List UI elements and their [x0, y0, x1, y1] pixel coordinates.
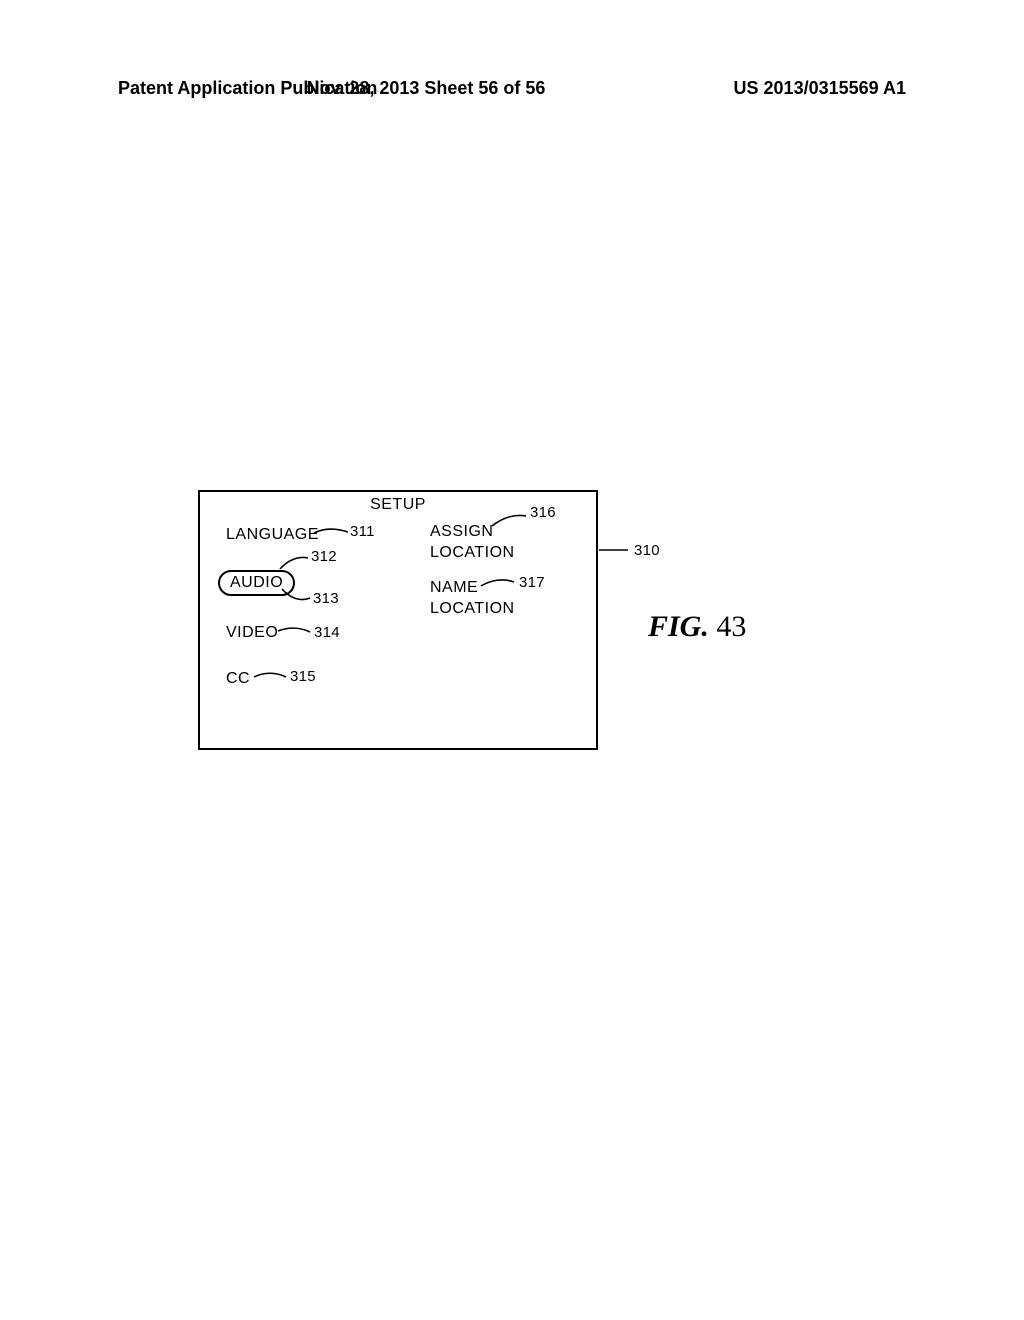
- ref-317: 317: [519, 574, 545, 591]
- ref-311: 311: [350, 523, 375, 540]
- ref-310: 310: [634, 542, 660, 559]
- figure-label-text: FIG.: [648, 610, 709, 643]
- ref-312: 312: [311, 548, 337, 565]
- lead-lines: [198, 490, 718, 780]
- page-header: Patent Application Publication Nov. 28, …: [118, 78, 906, 99]
- date-sheet: Nov. 28, 2013 Sheet 56 of 56: [307, 78, 546, 99]
- figure-diagram: SETUP LANGUAGE AUDIO VIDEO CC ASSIGN LOC…: [198, 490, 718, 780]
- ref-314: 314: [314, 624, 340, 641]
- ref-315: 315: [290, 668, 316, 685]
- figure-number: 43: [716, 610, 746, 643]
- ref-316: 316: [530, 504, 556, 521]
- ref-313: 313: [313, 590, 339, 607]
- figure-label: FIG. 43: [648, 610, 746, 644]
- publication-number: US 2013/0315569 A1: [734, 78, 906, 99]
